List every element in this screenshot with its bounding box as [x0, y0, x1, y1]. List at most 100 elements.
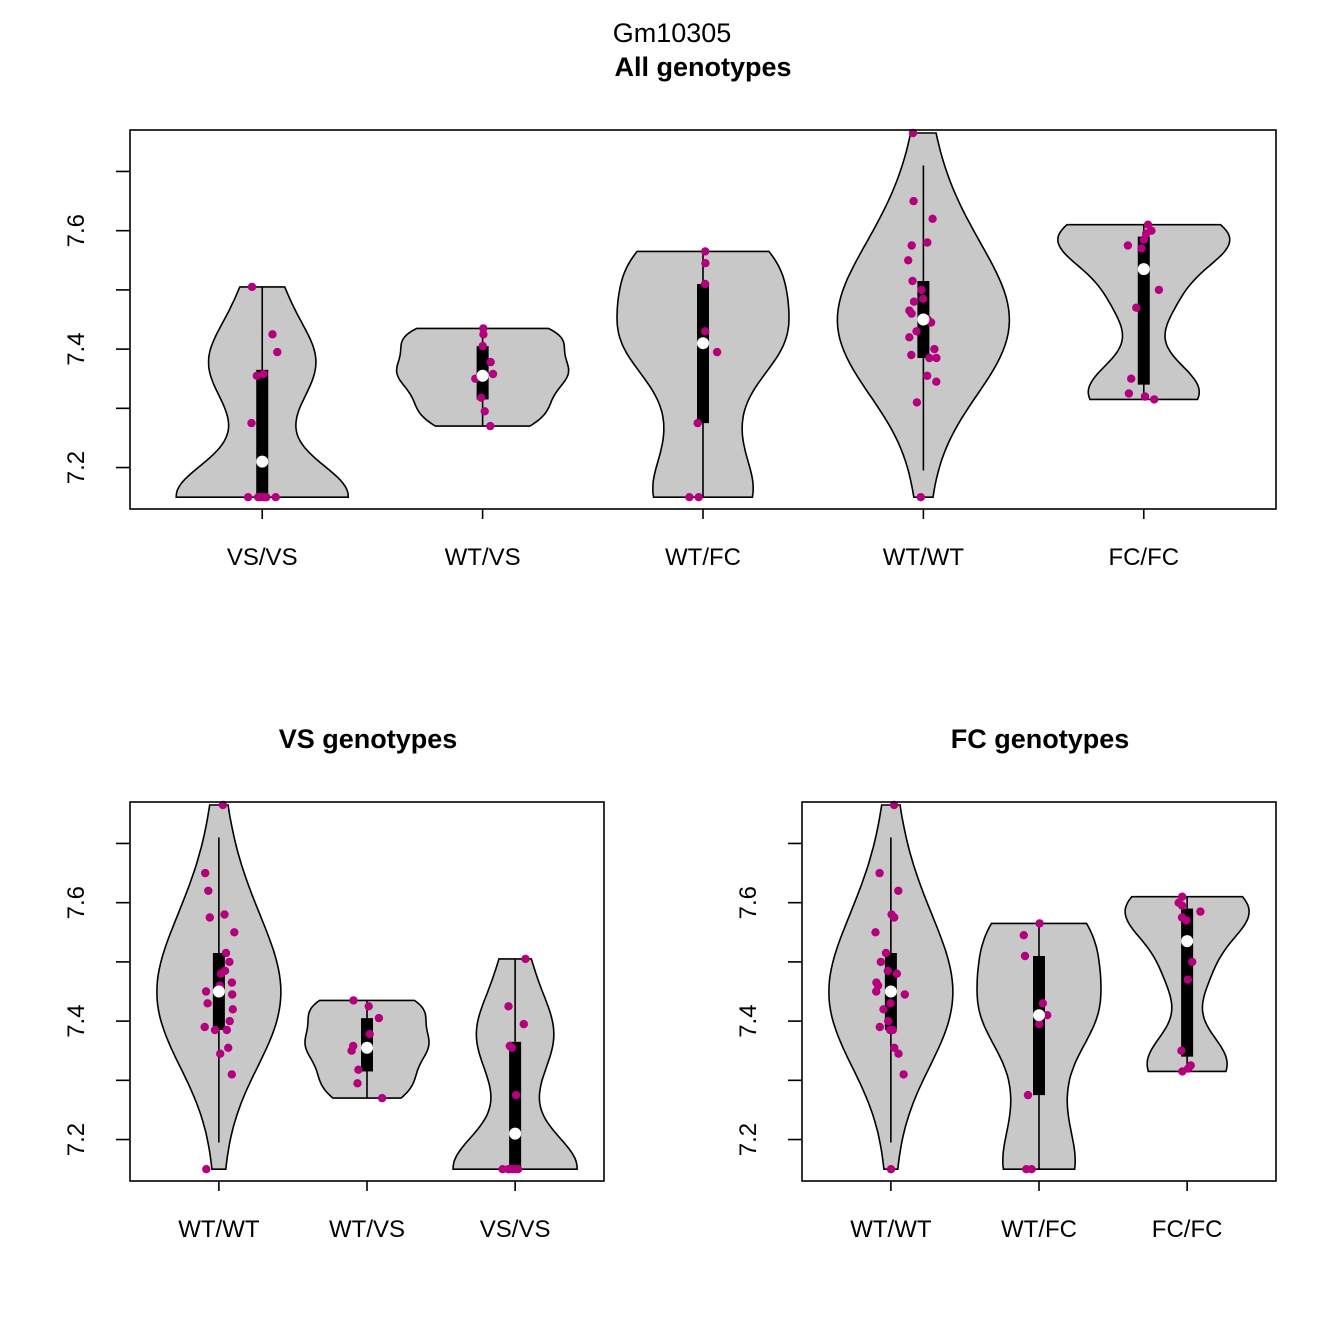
data-point [1020, 951, 1030, 961]
data-point [912, 327, 921, 336]
data-point [513, 1165, 523, 1174]
data-point [693, 418, 702, 428]
y-tick-label: 7.6 [63, 214, 90, 247]
data-point [907, 350, 916, 360]
panel-title-fc: FC genotypes [951, 724, 1130, 754]
y-tick-label: 7.4 [63, 1004, 90, 1037]
x-tick-label: WT/WT [178, 1216, 260, 1243]
data-point [200, 1022, 209, 1032]
data-point [480, 407, 489, 416]
data-point [890, 1043, 899, 1053]
data-point [511, 1090, 521, 1100]
data-point [365, 1029, 374, 1039]
data-point [354, 1065, 363, 1074]
data-point [230, 928, 239, 937]
median-point [476, 369, 489, 382]
data-point [505, 1165, 514, 1174]
data-point [879, 1005, 888, 1014]
data-point [881, 948, 891, 958]
data-point [486, 421, 495, 431]
panel-title-all: All genotypes [614, 52, 791, 82]
data-point [202, 1165, 211, 1174]
median-point [509, 1127, 522, 1140]
data-point [519, 1019, 528, 1029]
x-tick-label: FC/FC [1108, 544, 1179, 571]
x-tick-label: WT/WT [883, 544, 965, 571]
data-point [1183, 975, 1193, 984]
plot-frame [129, 129, 1277, 510]
y-tick-label: 7.2 [735, 1123, 762, 1156]
median-point [361, 1041, 373, 1054]
data-point [909, 297, 919, 306]
iqr-box [697, 283, 709, 424]
data-point [228, 990, 237, 999]
median-point [1181, 935, 1194, 948]
data-point [1137, 244, 1146, 253]
data-point [1124, 389, 1134, 398]
data-point [216, 1049, 225, 1058]
data-point [1196, 907, 1205, 916]
data-point [486, 357, 495, 367]
data-point [932, 377, 941, 386]
data-point [252, 371, 261, 380]
data-point [887, 910, 896, 919]
data-point [1043, 1011, 1052, 1020]
data-point [201, 987, 211, 996]
panels-layer: VS/VS WT/VS WT/FC WT/WT FC/FC7.27.47.6WT/WT W… [63, 128, 1277, 1243]
data-point [886, 999, 895, 1008]
data-point [1132, 303, 1141, 312]
data-point [1177, 1046, 1186, 1055]
data-point [1035, 1019, 1044, 1029]
data-point [504, 1002, 513, 1011]
data-point [479, 324, 488, 333]
data-point [884, 1016, 893, 1026]
data-point [220, 966, 230, 975]
data-point [916, 493, 925, 502]
y-tick-label: 7.2 [63, 1123, 90, 1156]
data-point [872, 978, 881, 987]
data-point [225, 1016, 234, 1026]
data-point [479, 330, 488, 339]
data-point [1127, 374, 1136, 383]
data-point [1123, 241, 1133, 250]
data-point [1140, 392, 1150, 401]
data-point [894, 1049, 903, 1058]
y-tick-label: 7.6 [735, 886, 762, 919]
data-point [271, 493, 280, 502]
data-point [505, 1041, 514, 1051]
data-point [1186, 1061, 1195, 1070]
data-point [883, 966, 892, 975]
x-tick-label: WT/FC [1001, 1216, 1077, 1243]
data-point [700, 279, 710, 289]
data-point [262, 493, 271, 502]
data-point [204, 886, 213, 895]
data-point [374, 1013, 384, 1023]
data-point [377, 1093, 387, 1103]
data-point [876, 957, 885, 967]
panel-0: VS/VS WT/VS WT/FC WT/WT FC/FC 7.2 7.4 7.6 [63, 128, 1277, 571]
data-point [889, 800, 899, 810]
data-point [224, 1043, 233, 1053]
y-tick-label: 7.4 [735, 1004, 762, 1037]
data-point [912, 398, 922, 407]
data-point [909, 196, 918, 206]
data-point [210, 1025, 220, 1035]
data-point [1188, 957, 1197, 967]
data-point [1154, 285, 1164, 295]
data-point [875, 868, 884, 878]
panel-2: WT/WT WT/FC FC/FC 7.2 7.4 7.6 [735, 800, 1277, 1243]
median-point [884, 985, 897, 998]
data-point [1177, 913, 1187, 922]
data-point [923, 371, 932, 380]
data-point [205, 913, 214, 922]
data-point [478, 341, 487, 351]
median-point [697, 337, 709, 350]
data-point [930, 344, 939, 354]
data-point [888, 1025, 897, 1035]
data-point [905, 306, 914, 315]
data-point [273, 347, 282, 357]
data-point [932, 353, 941, 363]
data-point [899, 1070, 908, 1079]
data-point [498, 1165, 507, 1174]
x-tick-label: WT/VS [445, 544, 521, 571]
